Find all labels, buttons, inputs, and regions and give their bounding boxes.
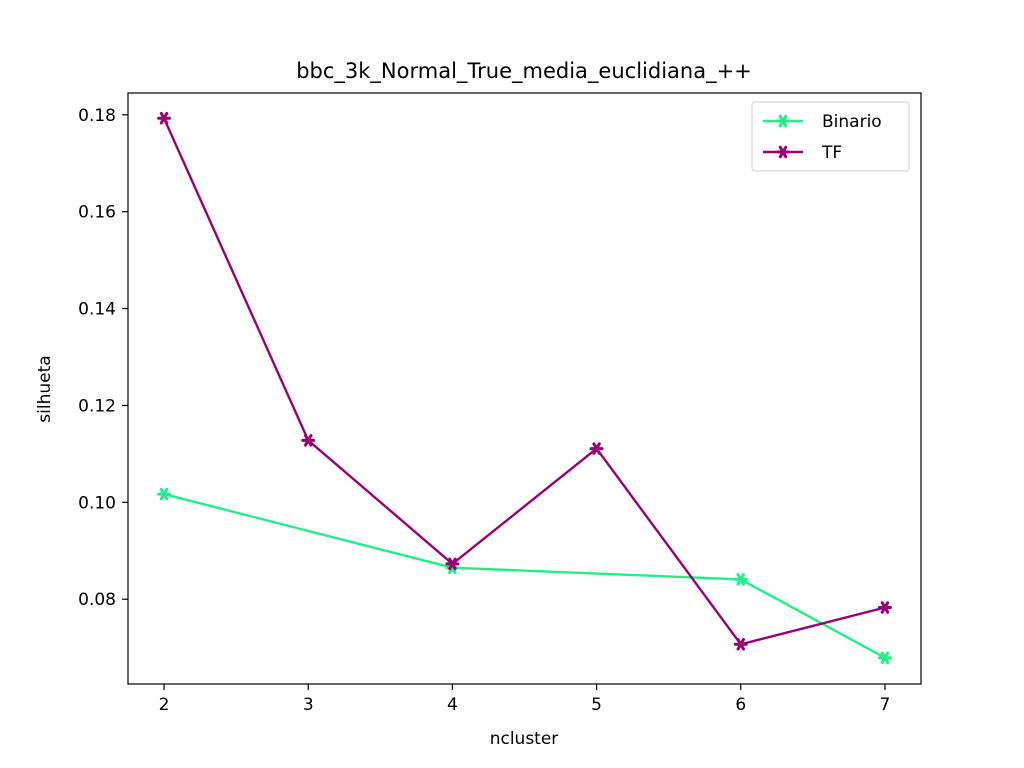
legend-label-tf: TF — [821, 143, 842, 163]
y-tick-label: 0.18 — [78, 106, 116, 126]
plot-frame — [127, 92, 922, 685]
series-line-tf — [162, 117, 886, 646]
data-point-tf — [301, 434, 316, 447]
y-axis-ticks: 0.08 0.10 0.12 0.14 0.16 0.18 — [78, 106, 128, 610]
series-line-binario — [163, 492, 886, 659]
legend: Binario TF — [751, 101, 910, 172]
legend-box — [751, 101, 910, 172]
y-tick-label: 0.12 — [78, 396, 116, 416]
y-tick-label: 0.10 — [78, 493, 116, 513]
data-point-tf — [157, 111, 172, 125]
data-point-binario — [877, 651, 892, 665]
legend-marker-binario — [776, 114, 790, 128]
data-point-tf — [589, 442, 604, 455]
data-point-tf — [733, 637, 748, 651]
y-tick-label: 0.16 — [78, 203, 116, 223]
chart-title: bbc_3k_Normal_True_media_euclidiana_++ — [296, 59, 752, 84]
x-tick-label: 4 — [447, 695, 458, 715]
legend-marker-tf — [776, 145, 790, 159]
y-tick-label: 0.08 — [78, 590, 116, 610]
data-point-tf — [445, 557, 460, 571]
data-point-binario — [157, 487, 172, 501]
x-tick-label: 6 — [735, 695, 746, 715]
x-axis-ticks: 2 3 4 5 6 7 — [159, 684, 891, 715]
data-point-tf — [877, 601, 892, 614]
x-tick-label: 3 — [303, 695, 314, 715]
y-axis-title: silhueta — [35, 355, 55, 422]
data-point-binario — [733, 573, 748, 586]
x-tick-label: 2 — [159, 695, 170, 715]
x-tick-label: 7 — [880, 695, 891, 715]
x-axis-title: ncluster — [490, 729, 559, 749]
y-tick-label: 0.14 — [78, 300, 116, 320]
plot-lines — [157, 111, 892, 665]
x-tick-label: 5 — [591, 695, 602, 715]
legend-label-binario: Binario — [822, 112, 882, 132]
